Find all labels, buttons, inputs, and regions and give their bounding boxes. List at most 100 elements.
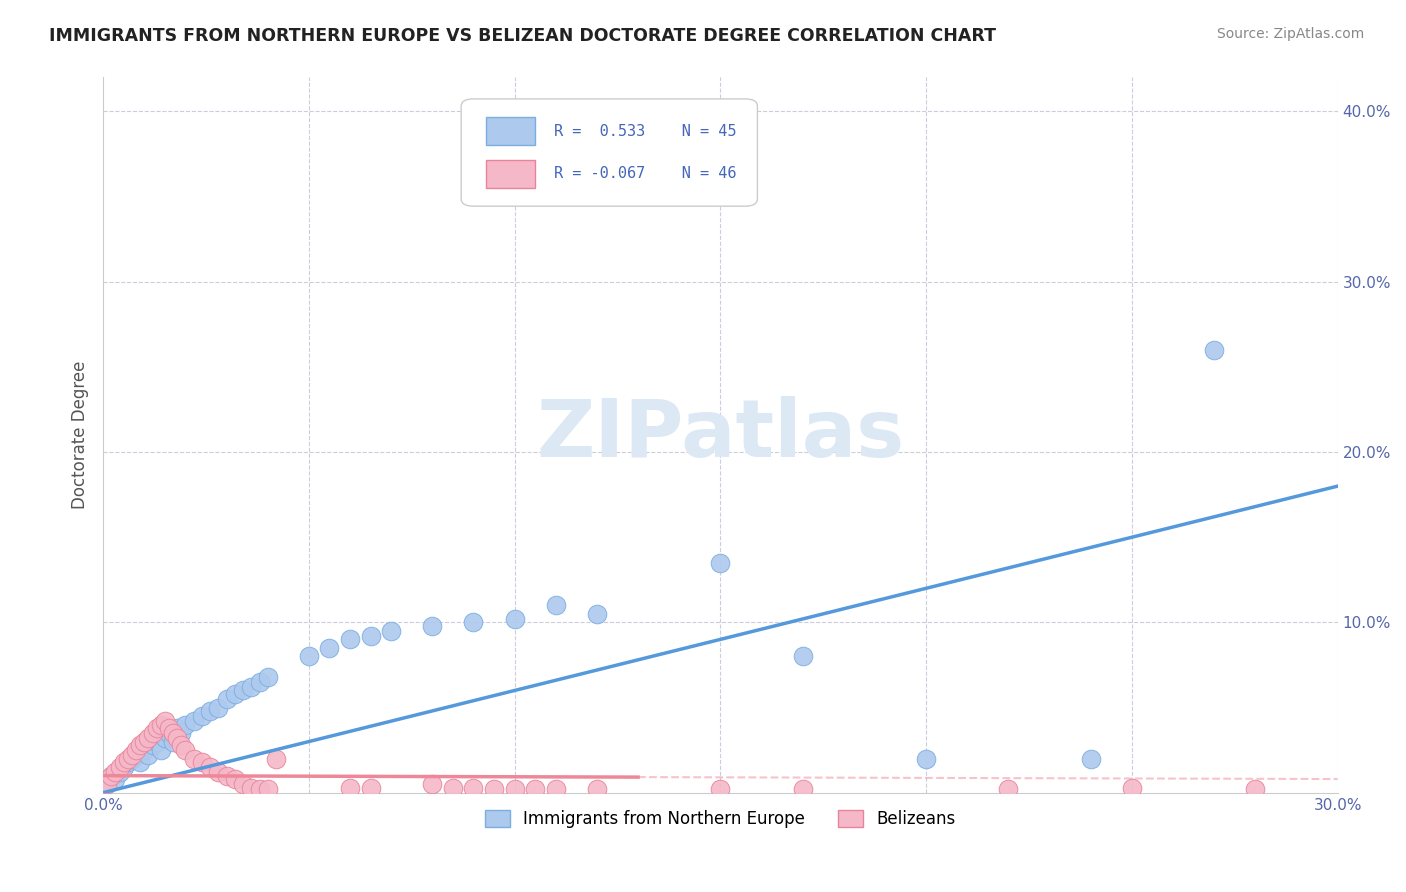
Point bbox=[117, 755, 139, 769]
Point bbox=[191, 709, 214, 723]
Point bbox=[149, 743, 172, 757]
Point bbox=[153, 731, 176, 746]
Point bbox=[240, 780, 263, 795]
Point bbox=[121, 748, 143, 763]
Point bbox=[240, 680, 263, 694]
Point bbox=[183, 751, 205, 765]
Point bbox=[232, 777, 254, 791]
Point bbox=[183, 714, 205, 728]
Point bbox=[157, 726, 180, 740]
Point bbox=[162, 726, 184, 740]
Point bbox=[792, 649, 814, 664]
Point bbox=[224, 772, 246, 786]
Point bbox=[149, 717, 172, 731]
Point bbox=[198, 704, 221, 718]
Point bbox=[224, 687, 246, 701]
Point bbox=[134, 743, 156, 757]
Point bbox=[544, 599, 567, 613]
Point bbox=[166, 721, 188, 735]
Point bbox=[463, 780, 485, 795]
Point bbox=[129, 755, 152, 769]
Point bbox=[117, 751, 139, 765]
Point bbox=[503, 612, 526, 626]
Point bbox=[96, 777, 118, 791]
Text: Source: ZipAtlas.com: Source: ZipAtlas.com bbox=[1216, 27, 1364, 41]
Point bbox=[997, 782, 1019, 797]
Point bbox=[339, 780, 361, 795]
Point bbox=[360, 780, 382, 795]
Point bbox=[215, 692, 238, 706]
Point bbox=[207, 765, 229, 780]
Point bbox=[544, 782, 567, 797]
Point bbox=[104, 765, 127, 780]
Point bbox=[441, 780, 464, 795]
Point bbox=[420, 777, 443, 791]
Point bbox=[141, 738, 163, 752]
Point bbox=[249, 782, 271, 797]
Point bbox=[792, 782, 814, 797]
Point bbox=[232, 683, 254, 698]
Point bbox=[138, 748, 160, 763]
Point bbox=[339, 632, 361, 647]
Point bbox=[170, 738, 193, 752]
Point bbox=[145, 734, 167, 748]
Point bbox=[586, 607, 609, 621]
Point bbox=[191, 755, 214, 769]
FancyBboxPatch shape bbox=[461, 99, 758, 206]
Point bbox=[360, 629, 382, 643]
Point bbox=[129, 738, 152, 752]
Point bbox=[586, 782, 609, 797]
Point bbox=[198, 760, 221, 774]
Point bbox=[108, 760, 131, 774]
Point bbox=[104, 772, 127, 786]
Point bbox=[100, 769, 122, 783]
Legend: Immigrants from Northern Europe, Belizeans: Immigrants from Northern Europe, Belizea… bbox=[478, 803, 963, 834]
Point bbox=[256, 670, 278, 684]
Point bbox=[170, 726, 193, 740]
Point bbox=[207, 700, 229, 714]
Point bbox=[96, 777, 118, 791]
Point bbox=[100, 769, 122, 783]
Point bbox=[125, 743, 148, 757]
Point bbox=[166, 731, 188, 746]
Point bbox=[256, 782, 278, 797]
Point bbox=[1244, 782, 1267, 797]
Text: R =  0.533    N = 45: R = 0.533 N = 45 bbox=[554, 124, 737, 138]
Point bbox=[298, 649, 321, 664]
Point bbox=[524, 782, 547, 797]
Point bbox=[1204, 343, 1226, 357]
Point bbox=[709, 782, 731, 797]
Point bbox=[157, 721, 180, 735]
Point bbox=[145, 721, 167, 735]
Point bbox=[174, 743, 197, 757]
Point bbox=[112, 760, 135, 774]
Point bbox=[153, 714, 176, 728]
Text: ZIPatlas: ZIPatlas bbox=[536, 396, 904, 474]
Point bbox=[174, 717, 197, 731]
Point bbox=[134, 734, 156, 748]
Point bbox=[1080, 751, 1102, 765]
Point bbox=[138, 731, 160, 746]
FancyBboxPatch shape bbox=[486, 117, 536, 145]
Point bbox=[482, 782, 505, 797]
Point bbox=[108, 765, 131, 780]
Point bbox=[709, 556, 731, 570]
Point bbox=[915, 751, 938, 765]
Point bbox=[503, 782, 526, 797]
Point bbox=[420, 619, 443, 633]
Point bbox=[1121, 780, 1143, 795]
Point bbox=[249, 675, 271, 690]
Point bbox=[318, 640, 340, 655]
Point bbox=[264, 751, 287, 765]
Y-axis label: Doctorate Degree: Doctorate Degree bbox=[72, 361, 89, 509]
Point bbox=[112, 755, 135, 769]
Point bbox=[125, 748, 148, 763]
Text: IMMIGRANTS FROM NORTHERN EUROPE VS BELIZEAN DOCTORATE DEGREE CORRELATION CHART: IMMIGRANTS FROM NORTHERN EUROPE VS BELIZ… bbox=[49, 27, 997, 45]
Point bbox=[215, 769, 238, 783]
Point bbox=[380, 624, 402, 638]
Point bbox=[162, 734, 184, 748]
Point bbox=[121, 751, 143, 765]
Point bbox=[141, 726, 163, 740]
Point bbox=[463, 615, 485, 630]
Text: R = -0.067    N = 46: R = -0.067 N = 46 bbox=[554, 167, 737, 181]
